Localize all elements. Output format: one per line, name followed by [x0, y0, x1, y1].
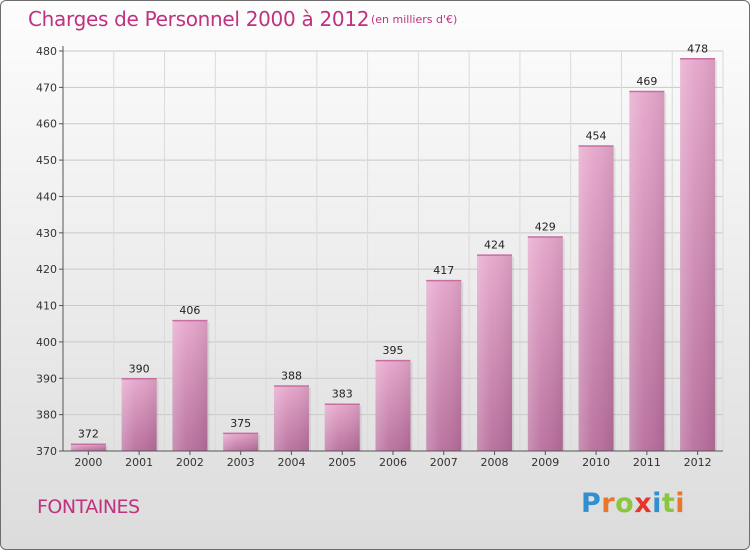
- bar-highlight: [680, 58, 716, 451]
- x-tick-label: 2009: [531, 456, 559, 469]
- data-label: 454: [586, 130, 607, 143]
- y-tick-label: 380: [36, 409, 57, 422]
- y-tick-label: 370: [36, 445, 57, 458]
- data-label: 372: [78, 428, 99, 441]
- chart-subtitle: (en milliers d'€): [371, 13, 458, 26]
- x-tick-label: 2011: [633, 456, 661, 469]
- y-tick-label: 470: [36, 81, 57, 94]
- bar-group: [680, 58, 718, 451]
- bar-group: [426, 279, 464, 451]
- data-label: 383: [332, 388, 353, 401]
- data-label: 478: [687, 42, 708, 55]
- logo-letter: x: [634, 488, 653, 519]
- bar-highlight: [578, 145, 614, 451]
- data-label: 395: [383, 344, 404, 357]
- logo-letter: t: [661, 488, 676, 519]
- bar-highlight: [527, 236, 563, 451]
- bar-group: [273, 385, 311, 451]
- bar-group: [172, 319, 210, 451]
- x-tick-label: 2010: [582, 456, 610, 469]
- logo-letter: r: [601, 488, 616, 519]
- bar-group: [375, 359, 413, 451]
- bar-highlight: [375, 360, 411, 451]
- chart-title: Charges de Personnel 2000 à 2012: [28, 7, 370, 31]
- data-label: 417: [433, 264, 454, 277]
- bar-group: [629, 90, 667, 451]
- x-tick-label: 2002: [176, 456, 204, 469]
- x-tick-label: 2012: [684, 456, 712, 469]
- data-label: 388: [281, 370, 302, 383]
- bar-group: [121, 378, 159, 451]
- x-tick-label: 2003: [227, 456, 255, 469]
- x-tick-label: 2001: [125, 456, 153, 469]
- bar-highlight: [324, 403, 360, 451]
- logo-letter: P: [581, 488, 602, 519]
- data-label: 390: [129, 362, 150, 375]
- bar-highlight: [477, 254, 513, 451]
- logo-letter: o: [615, 488, 635, 519]
- logo-letter: i: [652, 488, 662, 519]
- bar-highlight: [70, 443, 106, 451]
- y-tick-label: 450: [36, 154, 57, 167]
- x-tick-label: 2005: [328, 456, 356, 469]
- y-tick-label: 460: [36, 118, 57, 131]
- bar-highlight: [426, 280, 462, 451]
- x-tick-label: 2000: [74, 456, 102, 469]
- bar-group: [578, 145, 616, 451]
- bar-highlight: [121, 378, 157, 451]
- bar-group: [527, 236, 565, 451]
- y-tick-label: 430: [36, 227, 57, 240]
- data-label: 375: [230, 417, 251, 430]
- y-tick-label: 420: [36, 263, 57, 276]
- data-label: 406: [179, 304, 200, 317]
- town-name: FONTAINES: [37, 496, 140, 518]
- bar-group: [223, 432, 261, 451]
- bar-highlight: [273, 385, 309, 451]
- logo-letter: i: [675, 488, 686, 519]
- bar-group: [70, 443, 108, 451]
- bar-group: [477, 254, 515, 451]
- y-tick-label: 440: [36, 190, 57, 203]
- x-tick-label: 2004: [277, 456, 305, 469]
- x-tick-label: 2008: [481, 456, 509, 469]
- y-tick-label: 480: [36, 45, 57, 58]
- y-tick-label: 400: [36, 336, 57, 349]
- bar-highlight: [172, 320, 208, 451]
- x-tick-label: 2007: [430, 456, 458, 469]
- proxiti-logo: Proxiti: [581, 488, 685, 519]
- data-label: 469: [636, 75, 657, 88]
- bar-highlight: [223, 432, 259, 451]
- bar-group: [324, 403, 362, 451]
- x-tick-label: 2006: [379, 456, 407, 469]
- y-tick-label: 410: [36, 300, 57, 313]
- y-tick-label: 390: [36, 372, 57, 385]
- data-label: 424: [484, 239, 505, 252]
- bar-highlight: [629, 91, 665, 451]
- data-label: 429: [535, 220, 556, 233]
